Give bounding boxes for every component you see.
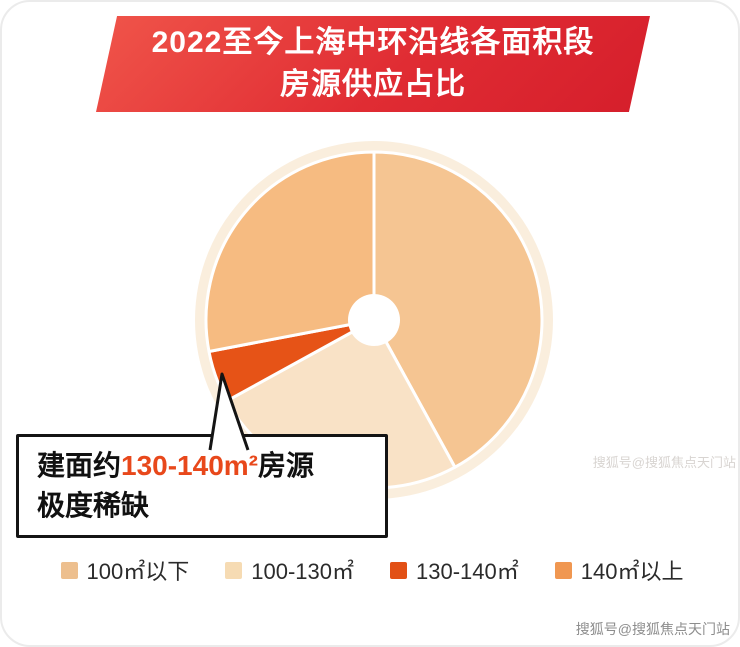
legend-label-130-140: 130-140㎡ bbox=[416, 559, 519, 584]
pie-slice bbox=[372, 150, 544, 469]
legend-swatch-130-140 bbox=[390, 561, 407, 579]
callout-prefix: 建面约 bbox=[37, 450, 122, 481]
pie-slice bbox=[204, 150, 376, 353]
title-banner: 2022至今上海中环沿线各面积段 房源供应占比 bbox=[96, 16, 650, 112]
legend-swatch-under-100 bbox=[60, 561, 78, 579]
callout-suffix: 房源 bbox=[258, 450, 315, 481]
pie-center-hole bbox=[348, 294, 400, 346]
legend-swatch-100-130 bbox=[225, 561, 243, 579]
banner-line1: 2022至今上海中环沿线各面积段 bbox=[151, 26, 595, 59]
legend-item-under-100: 100㎡以下 bbox=[60, 554, 190, 586]
callout-highlight: 130-140m² bbox=[121, 450, 258, 481]
pie-slices bbox=[204, 150, 544, 490]
legend-item-100-130: 100-130㎡ bbox=[225, 554, 354, 586]
legend-item-over-140: 140㎡以上 bbox=[554, 554, 684, 586]
legend-label-100-130: 100-130㎡ bbox=[251, 559, 354, 584]
legend-swatch-over-140 bbox=[554, 561, 572, 579]
callout-line2: 极度稀缺 bbox=[37, 489, 150, 521]
legend-label-over-140: 140㎡以上 bbox=[580, 559, 684, 584]
chart-legend: 100㎡以下 100-130㎡ 130-140㎡ 140㎡以上 bbox=[2, 554, 738, 586]
callout-box: 建面约130-140m²房源 极度稀缺 bbox=[16, 434, 388, 538]
legend-item-130-140: 130-140㎡ bbox=[390, 554, 519, 586]
banner-line2: 房源供应占比 bbox=[280, 68, 466, 101]
watermark-side: 搜狐号@搜狐焦点天门站 bbox=[592, 455, 736, 470]
legend-label-under-100: 100㎡以下 bbox=[86, 559, 190, 584]
watermark-corner: 搜狐号@搜狐焦点天门站 bbox=[575, 621, 730, 637]
